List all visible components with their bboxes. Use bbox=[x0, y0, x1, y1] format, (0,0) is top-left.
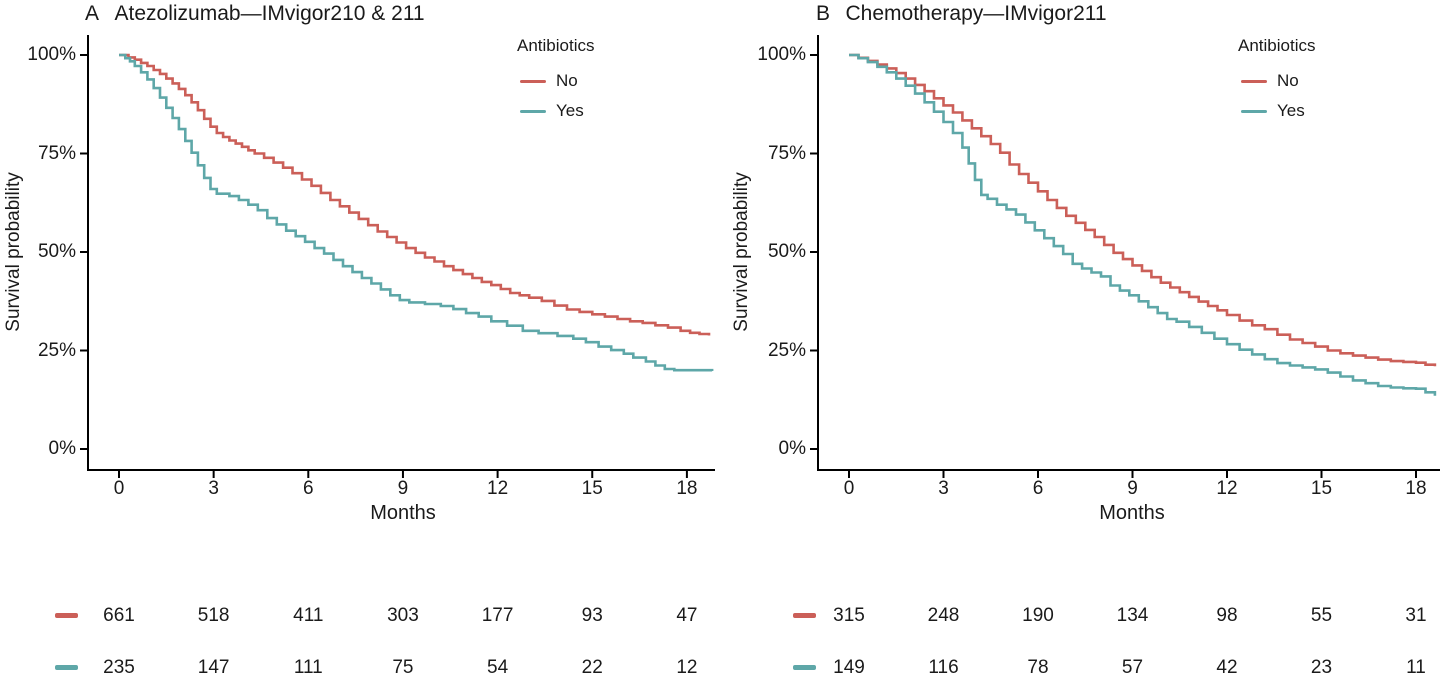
panel-a-legend-item-yes: Yes bbox=[517, 96, 594, 126]
x-tick-label: 18 bbox=[1405, 478, 1427, 499]
panel-a-legend: Antibiotics No Yes bbox=[517, 36, 594, 126]
panel-b-risk-yes-swatch-icon bbox=[793, 665, 816, 670]
risk-value: 661 bbox=[103, 605, 135, 626]
no-curve-swatch-icon bbox=[1241, 79, 1267, 83]
risk-value: 12 bbox=[676, 657, 698, 678]
panel-a-title: A Atezolizumab—IMvigor210 & 211 bbox=[85, 2, 425, 26]
y-tick-label: 0% bbox=[48, 438, 76, 459]
risk-value: 98 bbox=[1216, 605, 1238, 626]
panel-a-name: Atezolizumab—IMvigor210 & 211 bbox=[114, 2, 425, 25]
y-tick-label: 100% bbox=[757, 44, 806, 65]
risk-value: 22 bbox=[581, 657, 603, 678]
panel-a-legend-title: Antibiotics bbox=[517, 36, 595, 55]
panel-b-legend-yes-label: Yes bbox=[1277, 101, 1305, 120]
x-tick-label: 15 bbox=[1310, 478, 1333, 499]
km-curve-no bbox=[849, 53, 1437, 367]
km-curve-no bbox=[119, 53, 711, 336]
panel-b-legend-item-no: No bbox=[1238, 66, 1315, 96]
yes-curve-swatch-icon bbox=[520, 109, 546, 113]
x-tick-label: 9 bbox=[397, 478, 409, 499]
km-curve-yes bbox=[119, 53, 714, 372]
x-tick-label: 9 bbox=[1127, 478, 1138, 499]
x-tick-label: 15 bbox=[581, 478, 603, 499]
risk-value: 147 bbox=[197, 657, 230, 678]
risk-value: 78 bbox=[1027, 657, 1049, 678]
x-tick-label: 3 bbox=[938, 478, 949, 499]
risk-value: 177 bbox=[481, 605, 514, 626]
risk-value: 116 bbox=[928, 657, 959, 678]
risk-value: 411 bbox=[293, 605, 324, 626]
risk-value: 54 bbox=[487, 657, 509, 678]
x-tick-label: 12 bbox=[1216, 478, 1238, 499]
panel-b-name: Chemotherapy—IMvigor211 bbox=[845, 2, 1107, 25]
y-tick-label: 25% bbox=[767, 339, 806, 361]
y-tick-label: 25% bbox=[37, 339, 76, 361]
risk-value: 303 bbox=[387, 605, 419, 626]
yes-curve-swatch-icon bbox=[1241, 109, 1267, 113]
panel-a-risk-no-swatch-icon bbox=[55, 613, 78, 618]
risk-value: 518 bbox=[197, 605, 230, 626]
km-curve-yes bbox=[849, 53, 1437, 396]
risk-value: 31 bbox=[1405, 605, 1427, 626]
risk-value: 55 bbox=[1310, 605, 1333, 626]
panel-b-legend-no-label: No bbox=[1277, 71, 1299, 90]
panel-a-x-axis-title: Months bbox=[370, 502, 436, 524]
risk-value: 149 bbox=[833, 657, 865, 678]
panel-a-legend-no-label: No bbox=[556, 71, 578, 90]
x-tick-label: 12 bbox=[487, 478, 509, 499]
panel-a-letter: A bbox=[85, 2, 100, 25]
x-tick-label: 0 bbox=[843, 478, 855, 499]
y-tick-label: 50% bbox=[37, 241, 76, 262]
risk-value: 111 bbox=[293, 657, 323, 678]
y-tick-label: 75% bbox=[767, 142, 806, 164]
panel-b-x-axis-title: Months bbox=[1099, 502, 1165, 524]
x-tick-label: 0 bbox=[113, 478, 125, 499]
risk-value: 190 bbox=[1022, 605, 1054, 626]
panel-b-legend-title: Antibiotics bbox=[1238, 36, 1316, 55]
x-tick-label: 6 bbox=[1032, 478, 1044, 499]
y-tick-label: 50% bbox=[767, 241, 806, 262]
panel-a-legend-item-no: No bbox=[517, 66, 594, 96]
risk-value: 315 bbox=[833, 605, 865, 626]
y-tick-label: 0% bbox=[778, 438, 806, 459]
panel-b-letter: B bbox=[816, 2, 831, 25]
risk-value: 47 bbox=[676, 605, 698, 626]
risk-value: 11 bbox=[1406, 657, 1426, 678]
risk-value: 134 bbox=[1116, 605, 1149, 626]
risk-value: 23 bbox=[1310, 657, 1333, 678]
x-tick-label: 3 bbox=[208, 478, 219, 499]
y-tick-label: 100% bbox=[27, 44, 76, 65]
risk-value: 75 bbox=[392, 657, 414, 678]
risk-value: 93 bbox=[581, 605, 603, 626]
risk-value: 57 bbox=[1121, 657, 1144, 678]
risk-value: 248 bbox=[927, 605, 960, 626]
panel-b-legend: Antibiotics No Yes bbox=[1238, 36, 1315, 126]
panel-b-title: B Chemotherapy—IMvigor211 bbox=[816, 2, 1107, 26]
panel-b-risk-no-swatch-icon bbox=[793, 613, 816, 618]
panel-b-legend-item-yes: Yes bbox=[1238, 96, 1315, 126]
x-tick-label: 6 bbox=[303, 478, 314, 499]
risk-value: 42 bbox=[1216, 657, 1238, 678]
panel-a-risk-yes-swatch-icon bbox=[55, 665, 78, 670]
panel-a-legend-yes-label: Yes bbox=[556, 101, 584, 120]
no-curve-swatch-icon bbox=[520, 79, 546, 83]
x-tick-label: 18 bbox=[676, 478, 698, 499]
risk-value: 235 bbox=[103, 657, 135, 678]
y-tick-label: 75% bbox=[37, 142, 76, 164]
